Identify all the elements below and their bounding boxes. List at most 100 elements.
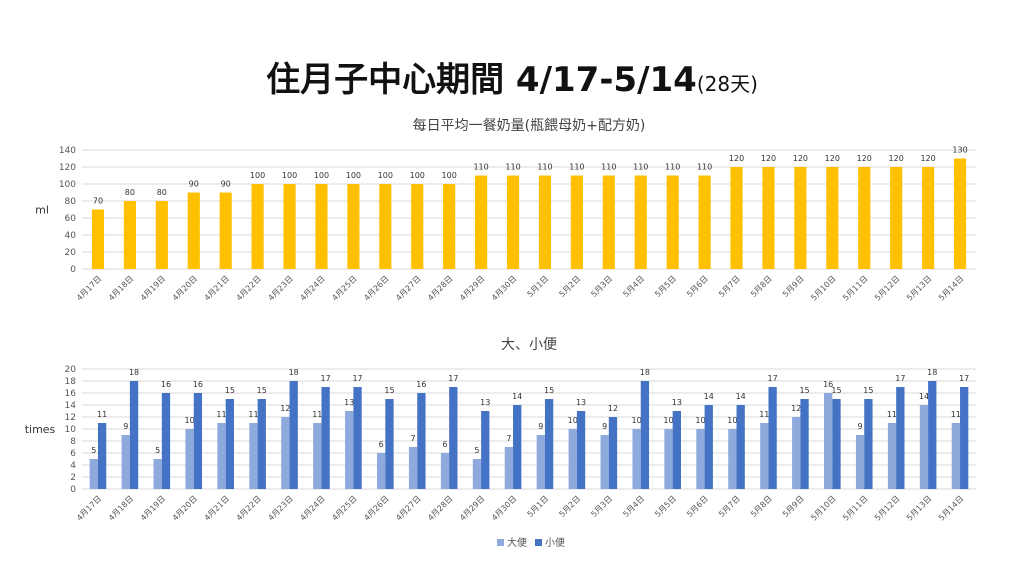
chart1-x-tick-label: 5月14日 xyxy=(937,274,965,302)
page-title-main: 住月子中心期間 4/17-5/14 xyxy=(266,60,697,100)
chart2-bar xyxy=(89,459,98,489)
chart1-y-tick-label: 140 xyxy=(59,146,76,156)
chart1-x-tick-label: 4月17日 xyxy=(75,274,103,302)
chart1-x-tick-label: 5月13日 xyxy=(905,274,933,302)
chart2-x-tick-label: 5月4日 xyxy=(621,494,646,519)
chart2-y-tick-label: 8 xyxy=(70,437,76,447)
chart2-legend-label: 大便 xyxy=(507,536,527,549)
chart1-bar xyxy=(762,167,775,269)
chart1-bar xyxy=(922,167,935,269)
chart1-y-axis-label: ml xyxy=(35,204,49,217)
chart1-x-tick-label: 4月25日 xyxy=(330,274,358,302)
chart2-data-label: 9 xyxy=(123,422,128,431)
chart1-x-tick-label: 4月28日 xyxy=(426,274,454,302)
chart2-data-label: 6 xyxy=(379,440,384,449)
chart2-data-label: 17 xyxy=(895,374,905,383)
chart2-bar xyxy=(161,393,171,489)
chart2-y-tick-label: 2 xyxy=(70,473,76,483)
chart2-bar xyxy=(576,411,586,489)
chart2-bar xyxy=(760,423,769,489)
chart2-data-label: 11 xyxy=(887,410,897,419)
chart2-bar xyxy=(736,405,745,489)
chart2-bar xyxy=(121,435,130,489)
chart1-data-label: 120 xyxy=(761,154,776,163)
chart2-bar xyxy=(640,381,650,489)
chart2-bar xyxy=(313,423,322,489)
chart1-data-label: 100 xyxy=(282,171,297,180)
chart1-x-tick-label: 4月27日 xyxy=(394,274,422,302)
chart2-data-label: 6 xyxy=(442,440,447,449)
chart2-data-label: 15 xyxy=(225,386,235,395)
chart2-bar xyxy=(449,387,458,489)
chart2-y-tick-label: 18 xyxy=(65,377,77,387)
chart2-bar xyxy=(185,429,194,489)
chart2-bar xyxy=(608,417,618,489)
chart2-title: 大、小便 xyxy=(501,337,557,353)
chart1-x-tick-label: 5月7日 xyxy=(717,274,742,299)
chart2-bar xyxy=(928,381,937,489)
chart1-bar xyxy=(570,175,583,269)
chart2-bar xyxy=(153,459,162,489)
chart2-data-label: 13 xyxy=(576,398,586,407)
chart2-bar xyxy=(864,399,873,489)
chart2-x-tick-label: 5月13日 xyxy=(905,494,933,522)
chart1-y-tick-label: 0 xyxy=(70,265,76,275)
chart1-data-label: 120 xyxy=(825,154,840,163)
chart2-x-tick-label: 4月17日 xyxy=(75,494,103,522)
chart2-y-axis-label: times xyxy=(25,423,56,436)
chart2-x-tick-label: 5月10日 xyxy=(809,494,837,522)
chart2-data-label: 15 xyxy=(831,386,841,395)
chart2-data-label: 9 xyxy=(858,422,863,431)
chart1-x-tick-label: 5月6日 xyxy=(685,274,710,299)
chart2-bar xyxy=(249,423,258,489)
chart2-bar xyxy=(193,393,203,489)
chart2-data-label: 10 xyxy=(695,416,705,425)
chart2-data-label: 5 xyxy=(91,446,96,455)
chart2-bar xyxy=(408,447,418,489)
chart1-data-label: 100 xyxy=(378,171,393,180)
chart1-data-label: 100 xyxy=(346,171,361,180)
chart2-x-tick-label: 4月24日 xyxy=(298,494,326,522)
chart1-data-label: 110 xyxy=(665,163,680,172)
chart1-x-tick-label: 5月5日 xyxy=(653,274,678,299)
chart1-x-tick-label: 5月1日 xyxy=(525,274,550,299)
chart1-bar xyxy=(315,184,328,269)
page-title-days: (28天) xyxy=(696,72,758,96)
chart2-data-label: 15 xyxy=(799,386,809,395)
chart2-data-label: 5 xyxy=(474,446,479,455)
chart2-data-label: 17 xyxy=(352,374,362,383)
chart2-bar xyxy=(672,411,681,489)
chart2-data-label: 15 xyxy=(384,386,394,395)
chart2-data-label: 15 xyxy=(257,386,267,395)
chart2-data-label: 14 xyxy=(919,392,929,401)
chart1-bar xyxy=(953,158,967,269)
chart2-y-tick-label: 6 xyxy=(70,449,76,459)
chart1-bar xyxy=(698,175,711,269)
chart2-bar xyxy=(600,435,609,489)
chart2-bar xyxy=(257,399,266,489)
chart1-data-label: 70 xyxy=(93,197,103,206)
chart2-bar xyxy=(472,459,482,489)
chart2-data-label: 10 xyxy=(568,416,578,425)
chart2-y-tick-label: 0 xyxy=(70,485,76,495)
chart1-bar xyxy=(730,167,743,269)
chart2-x-tick-label: 4月27日 xyxy=(394,494,422,522)
chart2-data-label: 14 xyxy=(704,392,714,401)
chart1-bar xyxy=(251,184,264,269)
chart1-data-label: 110 xyxy=(697,163,712,172)
chart2-data-label: 9 xyxy=(538,422,543,431)
chart2-bar xyxy=(481,411,490,489)
chart2-data-label: 10 xyxy=(632,416,642,425)
chart2-bar xyxy=(225,399,234,489)
chart2-bar xyxy=(951,423,961,489)
chart2-data-label: 15 xyxy=(863,386,873,395)
chart2-bar xyxy=(440,453,450,489)
chart2-x-tick-label: 5月12日 xyxy=(873,494,901,522)
page-title: 住月子中心期間 4/17-5/14(28天) xyxy=(0,52,1024,101)
chart1-data-label: 120 xyxy=(857,154,872,163)
chart1-x-tick-label: 5月3日 xyxy=(589,274,614,299)
chart2-legend-swatch xyxy=(497,539,504,546)
chart2-bar xyxy=(385,399,394,489)
chart2-x-tick-label: 4月26日 xyxy=(362,494,390,522)
chart1-bar xyxy=(443,184,456,269)
